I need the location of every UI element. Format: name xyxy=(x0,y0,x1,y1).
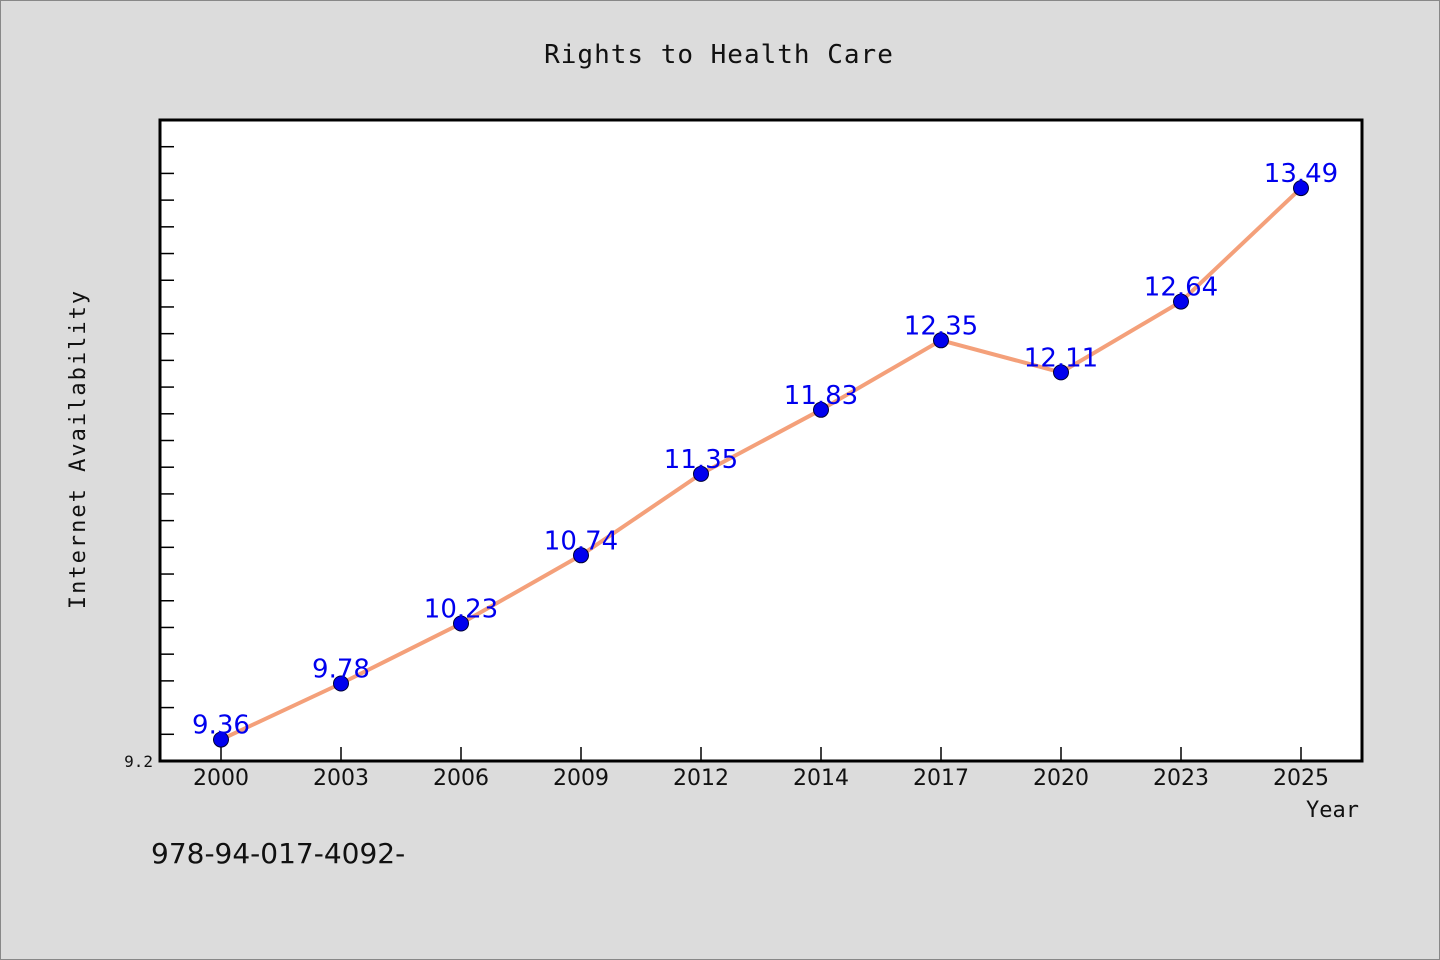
x-axis-tick-labels: 2000 2003 2006 2009 2012 2014 2017 2020 2023 2025 xyxy=(193,766,1329,791)
data-point xyxy=(1053,364,1069,381)
y-tick-label: 9.2 xyxy=(124,752,153,771)
data-point xyxy=(573,547,589,564)
x-tick-label: 2025 xyxy=(1273,766,1329,791)
data-label: 11.83 xyxy=(784,381,858,411)
data-label: 9.36 xyxy=(192,711,250,741)
series-line xyxy=(219,186,1303,742)
x-tick-label: 2014 xyxy=(793,766,849,791)
x-tick-label: 2006 xyxy=(433,766,489,791)
y-axis-label: Internet Availability xyxy=(66,289,91,609)
data-label: 13.49 xyxy=(1264,159,1338,189)
x-axis-ticks xyxy=(220,747,1302,761)
data-label: 12.35 xyxy=(904,311,978,341)
x-tick-label: 2023 xyxy=(1153,766,1209,791)
x-tick-label: 2012 xyxy=(673,766,729,791)
data-label: 12.11 xyxy=(1024,343,1098,373)
data-point xyxy=(453,615,469,632)
x-tick-label: 2017 xyxy=(913,766,969,791)
data-point xyxy=(213,731,229,748)
data-label: 10.74 xyxy=(544,526,618,556)
footer-text: 978-94-017-4092- xyxy=(151,837,405,870)
x-tick-label: 2020 xyxy=(1033,766,1089,791)
series-markers xyxy=(213,180,1309,748)
data-point xyxy=(693,465,709,482)
data-label: 9.78 xyxy=(312,655,370,685)
data-point xyxy=(1173,293,1189,310)
data-point xyxy=(1293,180,1309,197)
data-point xyxy=(813,401,829,418)
data-label: 11.35 xyxy=(664,445,738,475)
data-label: 12.64 xyxy=(1144,273,1218,303)
x-tick-label: 2009 xyxy=(553,766,609,791)
y-minor-ticks xyxy=(160,145,174,736)
data-labels: 9.36 9.78 10.23 10.74 11.35 11.83 12.35 12.11 12… xyxy=(192,159,1338,741)
data-point xyxy=(333,675,349,692)
data-label: 10.23 xyxy=(424,595,498,625)
x-tick-label: 2000 xyxy=(193,766,249,791)
chart-title: Rights to Health Care xyxy=(544,40,894,70)
x-tick-label: 2003 xyxy=(313,766,369,791)
x-axis-label: Year xyxy=(1306,798,1359,823)
data-point xyxy=(933,332,949,349)
